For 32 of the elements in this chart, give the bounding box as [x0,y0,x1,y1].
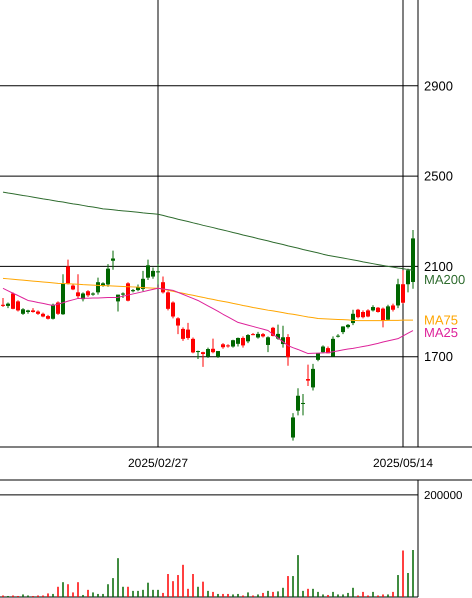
series-label: MA75 [424,312,458,328]
candlestick [201,351,205,368]
candlestick [191,337,195,354]
candlestick [56,300,60,316]
candlestick [161,276,165,294]
candlestick [331,336,335,358]
candlestick [176,316,180,335]
series-label: MA200 [424,272,466,287]
y-tick-label: 2100 [424,258,453,274]
candlestick [196,350,200,360]
candlestick [266,336,270,353]
x-tick-label: 2025/02/27 [128,456,188,470]
candlestick [76,274,80,298]
y-tick-label: 2500 [424,168,453,184]
candlestick [311,363,315,392]
candlestick [241,336,245,348]
y-tick-label: 1700 [424,349,453,364]
candlestick [386,304,390,322]
candlestick [51,303,55,320]
candlestick [66,259,70,285]
candlestick [396,278,400,309]
candlestick [291,412,295,442]
y-tick-label: 200000 [424,490,462,502]
candlestick [246,334,250,344]
y-tick-label: 2900 [424,78,453,94]
series-label: MA25 [424,325,458,340]
candlestick [111,250,115,270]
candlestick [306,364,310,387]
candlestick [286,334,290,366]
x-tick-label: 2025/05/14 [372,456,434,470]
candlestick [401,270,405,304]
candlestick [206,347,210,358]
